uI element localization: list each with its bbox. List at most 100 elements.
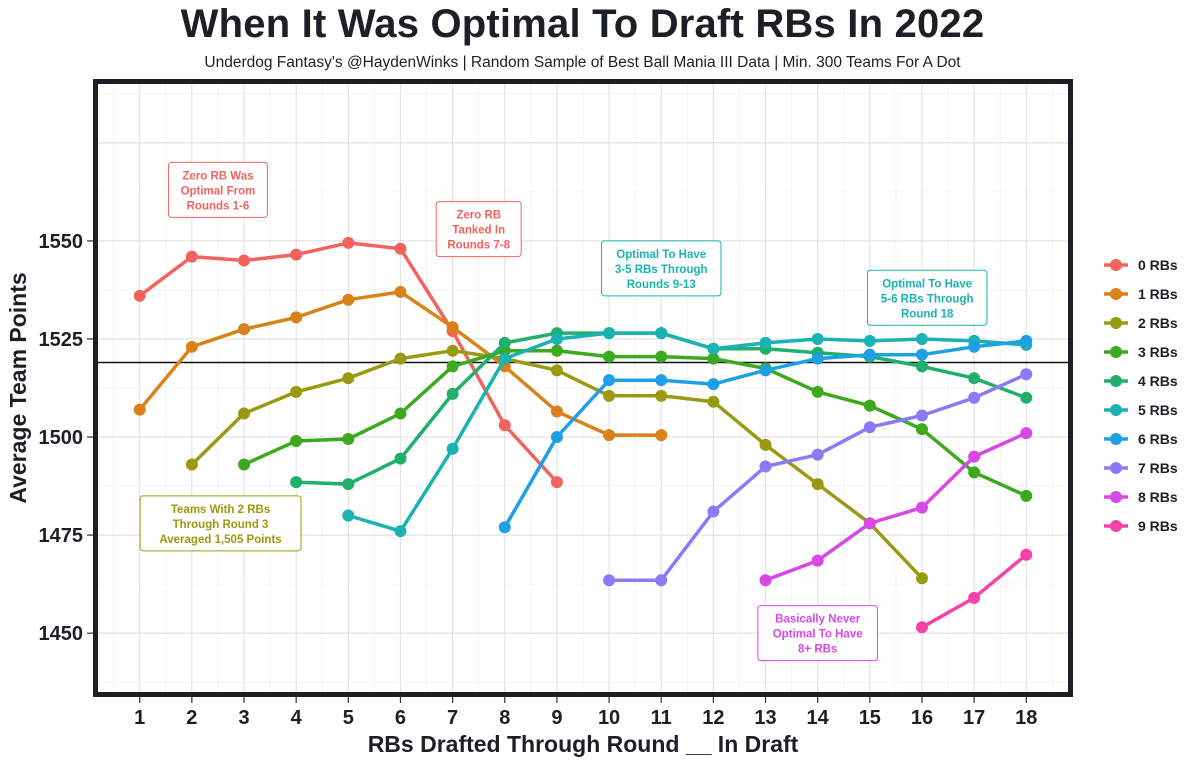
legend-swatch-point — [1110, 520, 1122, 532]
data-point — [655, 374, 668, 387]
legend-swatch-point — [1110, 375, 1122, 387]
series-9 — [915, 548, 1033, 634]
series-5 — [342, 327, 1033, 538]
data-point — [1020, 427, 1033, 440]
legend-label: 2 RBs — [1138, 315, 1178, 331]
annotation-text: 3-5 RBs Through — [615, 264, 708, 276]
data-point — [968, 466, 981, 479]
data-point — [863, 421, 876, 434]
annotation-text: Through Round 3 — [173, 519, 269, 531]
data-point — [1020, 548, 1033, 561]
data-point — [446, 321, 459, 334]
data-point — [394, 242, 407, 255]
annotation: Zero RB Was Optimal From Rounds 1-6 — [168, 161, 268, 218]
annotation-box — [866, 269, 988, 326]
data-point — [603, 574, 616, 587]
data-point — [915, 501, 928, 514]
data-point — [446, 360, 459, 373]
x-tick-label: 14 — [807, 707, 830, 729]
data-point — [603, 429, 616, 442]
x-tick-label: 7 — [447, 707, 458, 729]
data-point — [968, 340, 981, 353]
data-point — [185, 458, 198, 471]
x-tick-label: 3 — [238, 707, 249, 729]
data-point — [603, 327, 616, 340]
annotation-text: Round 18 — [901, 308, 954, 320]
series-6 — [498, 334, 1033, 534]
legend-label: 5 RBs — [1138, 402, 1178, 418]
x-tick-label: 6 — [395, 707, 406, 729]
data-point — [968, 450, 981, 463]
data-point — [863, 517, 876, 530]
data-point — [550, 332, 563, 345]
plot-frame — [93, 79, 1073, 697]
data-point — [759, 574, 772, 587]
data-point — [342, 293, 355, 306]
x-tick-label: 15 — [859, 707, 881, 729]
data-point — [394, 285, 407, 298]
data-point — [342, 509, 355, 522]
legend-swatch-point — [1110, 462, 1122, 474]
data-point — [968, 372, 981, 385]
data-point — [811, 448, 824, 461]
annotation-text: Rounds 1-6 — [187, 200, 250, 212]
data-point — [133, 289, 146, 302]
data-point — [707, 352, 720, 365]
legend-label: 4 RBs — [1138, 373, 1178, 389]
data-point — [759, 460, 772, 473]
legend-swatch-point — [1110, 259, 1122, 271]
data-point — [811, 385, 824, 398]
data-point — [290, 434, 303, 447]
data-point — [707, 342, 720, 355]
data-point — [394, 352, 407, 365]
annotation-text: Basically Never — [775, 614, 861, 626]
annotation-box — [600, 240, 722, 297]
annotation-text: Optimal From — [181, 185, 256, 197]
annotation-text: Optimal To Have — [773, 629, 863, 641]
data-point — [290, 248, 303, 261]
data-point — [968, 591, 981, 604]
grid-lines — [98, 84, 1068, 692]
annotation: Optimal To Have 5-6 RBs Through Round 18 — [866, 269, 988, 326]
data-point — [707, 395, 720, 408]
x-tick-label: 2 — [186, 707, 197, 729]
data-point — [342, 236, 355, 249]
data-point — [290, 476, 303, 489]
x-axis: 1 2 3 4 5 6 7 8 9 10 11 12 13 14 15 16 17 18 — [134, 697, 1037, 729]
x-tick-label: 12 — [702, 707, 724, 729]
data-point — [238, 458, 251, 471]
annotation: Teams With 2 RBs Through Round 3 Averaged … — [139, 495, 302, 552]
data-point — [394, 407, 407, 420]
data-point — [185, 340, 198, 353]
data-point — [915, 572, 928, 585]
legend-label: 0 RBs — [1138, 257, 1178, 273]
legend: 0 RBs 1 RBs 2 RBs 3 RBs 4 RBs 5 RBs 6 RBs 7 RBs… — [1104, 257, 1178, 534]
data-point — [915, 360, 928, 373]
data-point — [915, 332, 928, 345]
data-point — [1020, 391, 1033, 404]
x-tick-label: 9 — [551, 707, 562, 729]
annotation-text: 5-6 RBs Through — [881, 293, 974, 305]
y-tick-label: 1550 — [39, 231, 84, 253]
data-point — [655, 327, 668, 340]
data-point — [394, 452, 407, 465]
x-tick-label: 1 — [134, 707, 145, 729]
annotation-text: Optimal To Have — [882, 278, 972, 290]
data-point — [238, 254, 251, 267]
x-tick-label: 18 — [1015, 707, 1037, 729]
data-point — [603, 350, 616, 363]
annotation-text: Zero RB — [456, 210, 501, 222]
x-axis-title: RBs Drafted Through Round __ In Draft — [368, 731, 799, 757]
data-point — [550, 405, 563, 418]
annotation: Zero RB Tanked In Rounds 7-8 — [435, 201, 522, 258]
data-point — [238, 407, 251, 420]
data-point — [811, 554, 824, 567]
chart-title: When It Was Optimal To Draft RBs In 2022 — [180, 2, 985, 46]
data-point — [707, 505, 720, 518]
legend-label: 3 RBs — [1138, 344, 1178, 360]
data-point — [498, 352, 511, 365]
legend-label: 8 RBs — [1138, 489, 1178, 505]
data-point — [342, 478, 355, 491]
annotation-text: Teams With 2 RBs — [171, 504, 270, 516]
